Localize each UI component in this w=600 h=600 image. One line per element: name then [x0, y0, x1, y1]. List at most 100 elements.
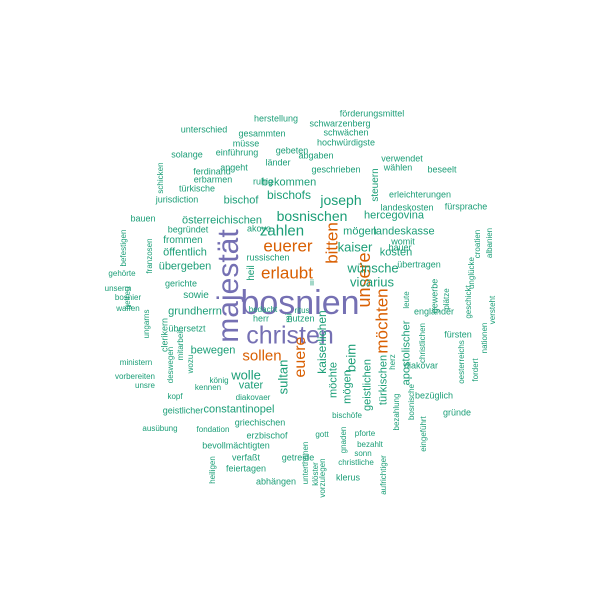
cloud-word: herstellung: [253, 113, 299, 124]
cloud-word: frommen: [163, 235, 203, 246]
cloud-word: kaiser: [337, 239, 373, 255]
cloud-word: albanien: [485, 227, 494, 259]
cloud-word: wozu: [186, 354, 195, 374]
cloud-word: sonn: [354, 449, 372, 458]
cloud-word: landeskosten: [380, 202, 434, 213]
cloud-word: geschickt: [464, 285, 473, 319]
cloud-word: befestigen: [119, 229, 128, 267]
cloud-word: bezahlt: [357, 440, 383, 449]
cloud-word: zahlen: [259, 222, 305, 240]
cloud-word: aufrichtiger: [379, 455, 388, 495]
cloud-word: möchte: [327, 361, 340, 399]
cloud-word: österreichischen: [181, 214, 263, 227]
cloud-word: joseph: [320, 192, 362, 208]
cloud-word: fürsprache: [444, 201, 488, 212]
cloud-word: nationen: [480, 322, 489, 354]
cloud-word: feiertagen: [225, 463, 267, 474]
cloud-word: bauen: [130, 213, 156, 224]
cloud-word: grundherrn: [168, 305, 222, 318]
cloud-word: christlichen: [418, 322, 427, 364]
cloud-word: apostolischer: [400, 320, 413, 386]
cloud-word: euere: [292, 336, 309, 378]
cloud-word: klöster: [311, 462, 320, 486]
cloud-word: hochwürdigste: [316, 137, 376, 148]
cloud-word: bosnischen: [276, 208, 348, 224]
cloud-word: erlaubt: [261, 263, 313, 283]
cloud-word: begründet: [167, 224, 209, 235]
cloud-word: gerichte: [164, 278, 198, 289]
cloud-word: vorbereiten: [114, 372, 156, 381]
cloud-word: mögen: [343, 225, 377, 238]
cloud-word: heil: [246, 265, 257, 281]
cloud-word: croatien: [473, 229, 482, 259]
cloud-word: getreide: [281, 452, 315, 463]
cloud-word: ungarns: [142, 309, 151, 339]
cloud-word: unterthanen: [301, 441, 310, 485]
cloud-word: plätze: [442, 288, 451, 310]
cloud-word: beseelt: [427, 164, 457, 175]
cloud-word: übertragen: [397, 259, 441, 270]
cloud-word: deswegen: [166, 346, 175, 384]
cloud-word: bischofs: [266, 188, 312, 202]
cloud-word: nutzen: [287, 313, 315, 324]
cloud-word: fürsten: [444, 329, 472, 340]
cloud-word: oesterreichs: [457, 340, 466, 384]
cloud-word: eingeführt: [419, 416, 428, 452]
cloud-word: bevollmächtigten: [202, 440, 270, 451]
cloud-word: einführung: [215, 147, 259, 158]
cloud-word: waffen: [116, 304, 140, 313]
cloud-word: diakovar: [403, 360, 439, 371]
cloud-word: erbarmen: [193, 174, 233, 185]
cloud-word: schicken: [156, 162, 165, 194]
cloud-word: bosnische: [407, 383, 416, 421]
cloud-word: bauer: [388, 242, 412, 253]
cloud-word: gebeten: [275, 145, 309, 156]
cloud-word: kennen: [194, 383, 222, 392]
cloud-word: unterschied: [180, 124, 228, 135]
cloud-word: versteht: [488, 295, 497, 325]
cloud-word: sowie: [183, 290, 209, 301]
cloud-word: übergeben: [158, 260, 212, 273]
cloud-word: länder: [265, 157, 291, 168]
cloud-word: ii: [310, 277, 314, 288]
cloud-word: akovo: [246, 223, 272, 234]
cloud-word: erzbischof: [246, 430, 288, 441]
cloud-word: fondation: [196, 425, 230, 434]
cloud-word: sultan: [275, 359, 291, 395]
cloud-word: bezüglich: [414, 390, 454, 401]
cloud-word: abhängen: [255, 476, 297, 487]
cloud-word: engländer: [413, 306, 455, 317]
cloud-word: sollen: [242, 347, 282, 365]
cloud-word: constantinopel: [203, 403, 275, 416]
cloud-word: euerer: [263, 236, 313, 256]
cloud-word: heiligen: [208, 456, 217, 484]
cloud-word: gewerbe: [429, 278, 440, 314]
cloud-word: franzosen: [145, 238, 154, 274]
cloud-word: ausübung: [142, 424, 178, 433]
cloud-word: christen: [246, 321, 334, 350]
cloud-word: vorzulegen: [318, 458, 327, 498]
cloud-word: solange: [171, 149, 203, 160]
cloud-word: schwächen: [323, 127, 369, 138]
cloud-word: vicarius: [349, 274, 395, 290]
cloud-word: verwendet: [381, 153, 423, 164]
cloud-word: vater: [238, 379, 264, 392]
cloud-word: bezahlung: [392, 393, 401, 431]
cloud-word: kosten: [379, 246, 413, 259]
cloud-word: gnaden: [339, 426, 348, 454]
cloud-word: christliche: [338, 458, 374, 467]
cloud-word: ferdinand: [193, 166, 231, 177]
cloud-word: bewegen: [190, 344, 236, 357]
cloud-word: abgaben: [298, 150, 334, 161]
cloud-word: herz: [388, 354, 397, 370]
cloud-word: gründe: [442, 407, 472, 418]
cloud-word: geschrieben: [311, 164, 361, 175]
cloud-word: türkische: [178, 183, 216, 194]
cloud-word: beim: [343, 343, 359, 373]
cloud-word: öffentlich: [163, 246, 207, 259]
cloud-word: ritus: [294, 306, 310, 315]
cloud-word: mi: [283, 313, 294, 323]
cloud-word: bedacht: [248, 305, 278, 314]
cloud-word: verfaßt: [231, 452, 261, 463]
